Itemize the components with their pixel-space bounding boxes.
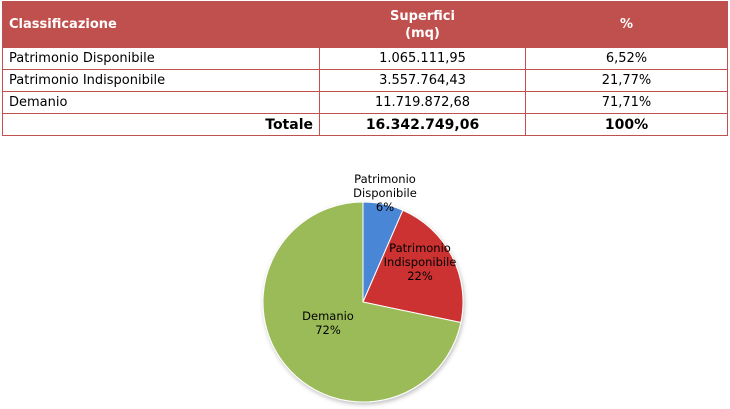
table-row: Demanio 11.719.872,68 71,71% xyxy=(2,91,728,114)
header-classificazione: Classificazione xyxy=(2,1,320,48)
header-superfici-line1: Superfici xyxy=(390,8,455,24)
header-superfici-line2: (mq) xyxy=(405,25,440,41)
total-percent: 100% xyxy=(525,113,728,136)
total-superfici: 16.342.749,06 xyxy=(319,113,526,136)
pie-slice-demanio xyxy=(262,201,462,403)
header-percent: % xyxy=(525,1,728,48)
total-label: Totale xyxy=(2,113,320,136)
total-row: Totale 16.342.749,06 100% xyxy=(2,113,728,136)
row-percent: 21,77% xyxy=(525,69,728,92)
row-name: Patrimonio Indisponibile xyxy=(2,69,320,92)
pie-slice-patrimonio-indisponibile xyxy=(362,209,464,324)
pie-label-demanio: Demanio 72% xyxy=(302,309,354,337)
header-row: Classificazione Superfici (mq) % xyxy=(2,1,728,48)
row-superfici: 1.065.111,95 xyxy=(319,47,526,70)
table-row: Patrimonio Indisponibile 3.557.764,43 21… xyxy=(2,69,728,92)
pie-label-patrimonio-disponibile: Patrimonio Disponibile 6% xyxy=(353,172,417,214)
pie-label-patrimonio-indisponibile: Patrimonio Indisponibile 22% xyxy=(384,241,457,283)
row-superfici: 11.719.872,68 xyxy=(319,91,526,114)
surface-table: Classificazione Superfici (mq) % Patrimo… xyxy=(2,1,728,136)
